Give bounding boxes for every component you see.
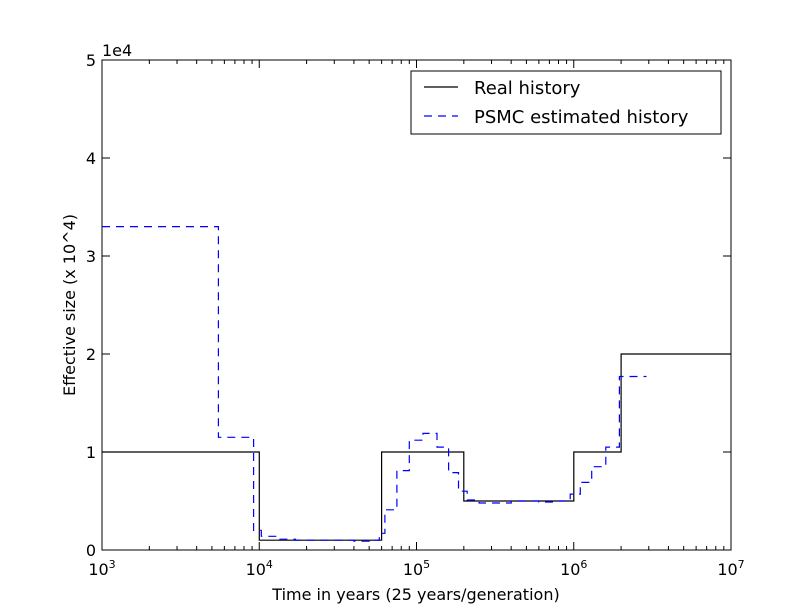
legend-box [410,70,722,135]
y-tick-label: 5 [86,51,96,70]
y-tick-label: 4 [86,149,96,168]
x-tick-label: 106 [560,558,587,579]
y-axis: 0 1 2 3 4 5 [86,51,731,560]
y-tick-label: 0 [86,541,96,560]
x-tick-label: 104 [246,558,273,579]
y-tick-label: 1 [86,443,96,462]
x-tick-label: 103 [88,558,115,579]
x-tick-label: 107 [717,558,744,579]
x-axis-label: Time in years (25 years/generation) [271,585,559,604]
legend: Real history PSMC estimated history [410,70,722,135]
y-tick-label: 2 [86,345,96,364]
series-line-real-history [102,353,731,541]
y-tick-label: 3 [86,247,96,266]
y-offset-label: 1e4 [102,41,132,60]
x-axis: 103 104 105 106 107 [88,60,745,579]
x-tick-label: 105 [403,558,430,579]
series-layer [102,226,731,542]
legend-label-real-history: Real history [474,78,581,99]
series-line-psmc-estimated-history [102,226,647,542]
legend-label-psmc-estimated-history: PSMC estimated history [474,107,689,128]
y-axis-label: Effective size (x 10^4) [60,214,79,396]
